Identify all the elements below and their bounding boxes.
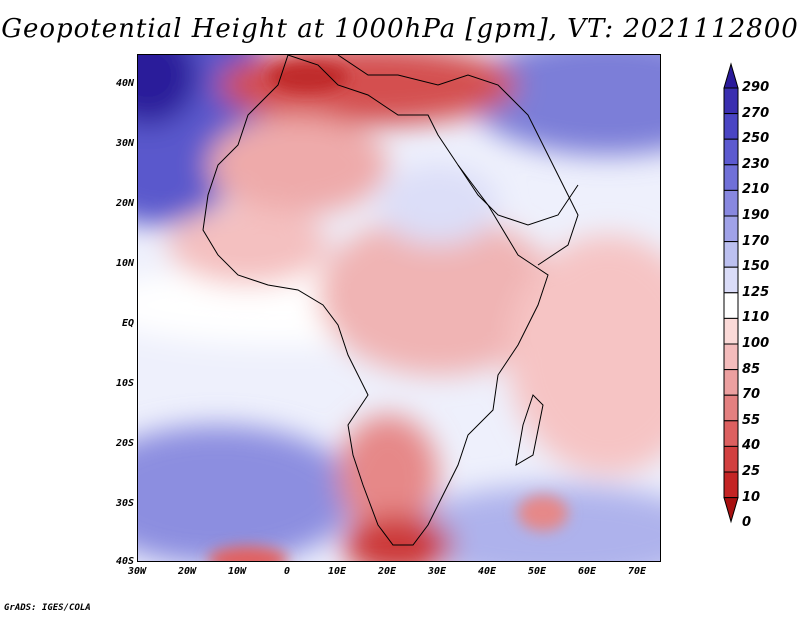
colorbar-level-label: 250 bbox=[742, 131, 770, 147]
colorbar-top-triangle bbox=[723, 62, 739, 89]
lat-label-10n: 10N bbox=[115, 258, 134, 269]
lat-label-20n: 20N bbox=[115, 198, 134, 209]
colorbar-box bbox=[723, 394, 739, 422]
colorbar-box bbox=[723, 241, 739, 268]
colorbar-box bbox=[723, 113, 739, 140]
colorbar-level-label: 25 bbox=[742, 464, 761, 479]
lon-label-70e: 70E bbox=[627, 566, 647, 577]
colorbar bbox=[723, 62, 739, 524]
lat-label-20s: 20S bbox=[115, 438, 134, 449]
colorbar-level-label: 70 bbox=[742, 387, 761, 403]
lon-label-10w: 10W bbox=[227, 566, 247, 577]
lat-label-eq: EQ bbox=[121, 318, 134, 329]
colorbar-box bbox=[723, 445, 739, 473]
colorbar-box bbox=[723, 215, 739, 243]
lon-label-60e: 60E bbox=[577, 566, 597, 577]
colorbar-box bbox=[723, 266, 739, 294]
colorbar-level-label: 125 bbox=[742, 284, 770, 300]
colorbar-box bbox=[723, 164, 739, 191]
colorbar-box bbox=[723, 343, 739, 371]
colorbar-box bbox=[723, 471, 739, 499]
lat-label-30s: 30S bbox=[115, 498, 134, 509]
colorbar-level-label: 290 bbox=[742, 80, 770, 95]
colorbar-level-label: 270 bbox=[742, 105, 770, 121]
colorbar-box bbox=[723, 317, 739, 345]
lon-label-30w: 30W bbox=[127, 566, 147, 577]
colorbar-level-label: 230 bbox=[742, 156, 770, 172]
colorbar-level-label: 110 bbox=[742, 310, 770, 326]
colorbar-level-label: 55 bbox=[742, 412, 761, 428]
height-field-map bbox=[138, 55, 660, 561]
lon-label-0: 0 bbox=[283, 566, 291, 577]
colorbar-level-label: 170 bbox=[742, 233, 770, 249]
lat-label-40n: 40N bbox=[115, 78, 134, 89]
colorbar-level-label: 10 bbox=[742, 489, 761, 505]
map-title: Geopotential Height at 1000hPa [gpm], VT… bbox=[1, 14, 799, 44]
map-plot-area bbox=[137, 54, 661, 562]
colorbar-box bbox=[723, 420, 739, 447]
colorbar-box bbox=[723, 189, 739, 217]
colorbar-level-label: 190 bbox=[742, 208, 770, 223]
lon-label-20w: 20W bbox=[177, 566, 197, 577]
lat-label-30n: 30N bbox=[115, 138, 134, 149]
lat-label-40s: 40S bbox=[115, 556, 134, 567]
lon-label-10e: 10E bbox=[327, 566, 347, 577]
colorbar-level-label: 210 bbox=[742, 182, 770, 198]
colorbar-level-label: 85 bbox=[742, 361, 761, 377]
lon-label-50e: 50E bbox=[527, 566, 547, 577]
credit-text: GrADS: IGES/COLA bbox=[4, 603, 91, 613]
colorbar-box bbox=[723, 138, 739, 166]
lon-label-40e: 40E bbox=[477, 566, 497, 577]
colorbar-level-label: 150 bbox=[742, 259, 770, 275]
colorbar-level-label: 40 bbox=[742, 438, 761, 454]
colorbar-box bbox=[723, 369, 739, 396]
colorbar-level-label: 100 bbox=[742, 336, 770, 351]
lon-label-20e: 20E bbox=[377, 566, 397, 577]
colorbar-box bbox=[723, 87, 739, 115]
lon-label-30e: 30E bbox=[427, 566, 447, 577]
colorbar-level-label: 0 bbox=[742, 515, 752, 531]
colorbar-bottom-triangle bbox=[723, 497, 739, 524]
colorbar-box bbox=[723, 292, 739, 319]
lat-label-10s: 10S bbox=[115, 378, 134, 389]
